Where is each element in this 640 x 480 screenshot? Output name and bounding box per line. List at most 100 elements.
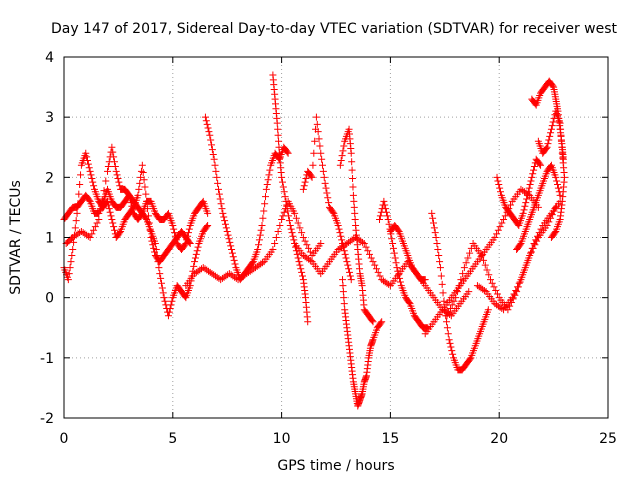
data-point [547, 234, 555, 241]
data-point [261, 200, 269, 208]
data-point [159, 289, 167, 297]
x-tick-label: 10 [273, 431, 291, 447]
data-point [542, 144, 550, 152]
data-point [439, 289, 447, 297]
data-point [164, 312, 172, 320]
data-point [324, 194, 332, 202]
data-point [266, 166, 274, 174]
data-point [134, 191, 142, 199]
data-point [219, 209, 227, 217]
data-point [381, 201, 389, 209]
data-point [84, 156, 92, 164]
data-point [158, 284, 166, 292]
data-point [71, 224, 79, 232]
y-tick-label: 3 [45, 110, 54, 126]
data-point [273, 119, 281, 127]
data-point [533, 237, 541, 245]
data-point [550, 207, 558, 215]
data-point [548, 232, 556, 240]
data-point [480, 256, 488, 264]
data-point [497, 188, 505, 196]
data-point [526, 252, 534, 260]
data-point [493, 173, 501, 181]
data-point [443, 324, 451, 332]
data-point [160, 294, 168, 302]
data-point [389, 240, 397, 248]
data-point [303, 241, 311, 249]
data-point [444, 330, 452, 338]
data-point [436, 264, 444, 272]
data-point [443, 318, 451, 326]
data-point [336, 161, 344, 169]
data-point [255, 236, 263, 244]
data-point [164, 211, 172, 219]
data-point [286, 221, 294, 229]
data-point [548, 122, 556, 130]
data-point [298, 272, 306, 280]
data-point [128, 202, 136, 210]
data-point [193, 247, 201, 255]
data-point [445, 336, 453, 344]
data-point [547, 214, 555, 222]
data-point [306, 256, 314, 264]
data-point [464, 254, 472, 262]
data-point [450, 297, 458, 305]
data-point [73, 209, 81, 217]
data-point [299, 185, 307, 193]
data-point [396, 274, 404, 282]
data-point [394, 226, 402, 234]
data-point [156, 270, 164, 278]
data-point [90, 182, 98, 190]
y-tick-label: -1 [40, 351, 54, 367]
data-point [258, 221, 266, 229]
data-point [448, 347, 456, 355]
data-point [231, 260, 239, 268]
data-point [296, 224, 304, 232]
data-point [500, 215, 508, 223]
data-point [86, 234, 94, 241]
data-point [110, 223, 118, 231]
data-point [172, 236, 180, 244]
data-point [429, 214, 437, 222]
x-tick-label: 25 [599, 431, 617, 447]
data-point [319, 167, 327, 175]
data-point [86, 167, 94, 175]
data-point [184, 229, 192, 237]
data-point [112, 167, 120, 175]
data-point [83, 153, 91, 161]
data-point [223, 227, 231, 235]
data-point [526, 181, 534, 189]
data-point [276, 221, 284, 229]
data-point [184, 232, 192, 240]
data-point [280, 208, 288, 216]
data-point [214, 179, 222, 187]
data-point [378, 318, 386, 326]
data-point [337, 232, 345, 240]
data-point [137, 211, 145, 219]
data-point [308, 173, 316, 181]
data-point [337, 156, 345, 164]
data-point [183, 236, 191, 244]
data-point [501, 212, 509, 220]
data-point [169, 221, 177, 229]
data-point [293, 250, 301, 258]
data-point [171, 232, 179, 240]
data-point [349, 183, 357, 191]
data-point [317, 240, 325, 248]
data-point [218, 205, 226, 213]
data-point [385, 280, 393, 288]
data-point [478, 252, 486, 260]
data-point [274, 125, 282, 133]
data-point [302, 175, 310, 183]
data-point [67, 258, 75, 266]
data-point [192, 250, 200, 258]
data-point [436, 258, 444, 266]
data-point [433, 240, 441, 248]
data-point [127, 199, 135, 207]
data-point [314, 128, 322, 136]
data-point [305, 244, 313, 252]
data-point [105, 205, 113, 213]
data-point [485, 271, 493, 279]
data-point [294, 219, 302, 227]
data-point [97, 206, 105, 214]
